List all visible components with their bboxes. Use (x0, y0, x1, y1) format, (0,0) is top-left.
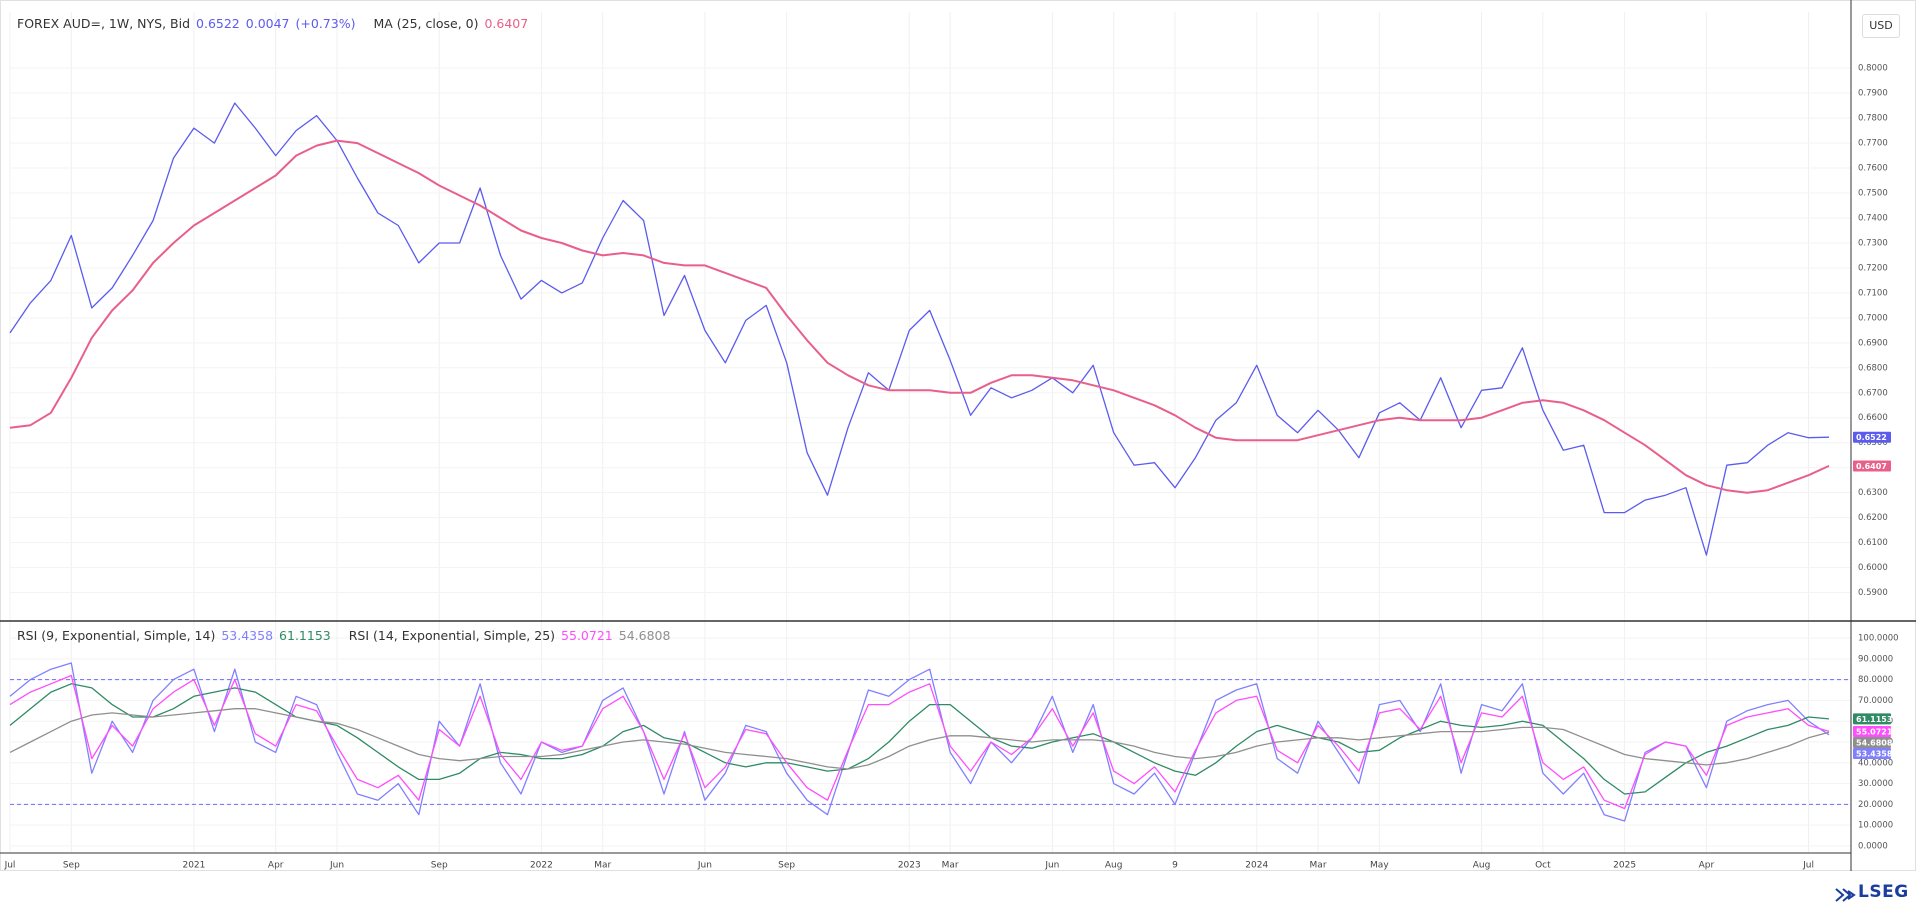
y-tick-label: 0.0000 (1858, 841, 1888, 851)
price-badge-label: 53.4358 (1856, 749, 1893, 758)
series-line (9, 662, 1830, 822)
legend-text: FOREX AUD=, 1W, NYS, Bid (17, 16, 191, 31)
price-badge-label: 0.6407 (1856, 462, 1887, 471)
y-tick-label: 0.7200 (1858, 263, 1888, 273)
price-badge-label: 55.0721 (1856, 727, 1893, 736)
y-tick-label: 0.7000 (1858, 313, 1888, 323)
y-tick-label: 0.7700 (1858, 139, 1888, 149)
legend-text: RSI (14, Exponential, Simple, 25) (348, 628, 556, 643)
legend-text: 54.6808 (618, 628, 671, 643)
legend-text: 61.1153 (279, 628, 331, 643)
y-tick-label: 0.6900 (1858, 338, 1888, 348)
y-tick-label: 0.6600 (1858, 413, 1888, 423)
y-tick-label: 10.0000 (1858, 821, 1893, 831)
currency-button[interactable]: USD (1862, 14, 1900, 38)
price-badge (1853, 460, 1891, 472)
series-line (9, 674, 1830, 810)
x-tick-label: Jun (697, 861, 712, 871)
x-tick-label: Oct (1535, 861, 1551, 871)
rsi-legend: RSI (9, Exponential, Simple, 14) 53.4358 6… (17, 628, 676, 643)
y-tick-label: 0.6700 (1858, 388, 1888, 398)
legend-text: RSI (9, Exponential, Simple, 14) (17, 628, 216, 643)
x-tick-label: May (1370, 861, 1389, 871)
x-tick-label: Sep (431, 861, 448, 871)
x-tick-label: 2025 (1613, 861, 1636, 871)
price-badge (1853, 431, 1891, 443)
x-tick-label: Jul (1802, 861, 1814, 871)
x-tick-label: 2021 (182, 861, 205, 871)
x-tick-label: Jun (329, 861, 344, 871)
x-tick-label: Mar (942, 861, 959, 871)
x-tick-label: Mar (1310, 861, 1327, 871)
x-tick-label: Jun (1044, 861, 1059, 871)
y-tick-label: 0.7500 (1858, 189, 1888, 199)
legend-text: (+0.73%) (295, 16, 356, 31)
x-tick-label: 2023 (898, 861, 921, 871)
y-tick-label: 0.6100 (1858, 538, 1888, 548)
price-badge (1853, 713, 1891, 725)
x-tick-label: 2024 (1245, 861, 1268, 871)
legend-text: MA (25, close, 0) (373, 16, 479, 31)
y-tick-label: 20.0000 (1858, 800, 1893, 810)
x-tick-label: Jul (4, 861, 16, 871)
y-tick-label: 0.7400 (1858, 213, 1888, 223)
series-line (9, 102, 1830, 556)
y-tick-label: 0.7100 (1858, 288, 1888, 298)
legend-text: 0.6522 (196, 16, 240, 31)
x-tick-label: Aug (1473, 861, 1491, 871)
y-tick-label: 100.0000 (1858, 634, 1899, 644)
y-tick-label: 0.6500 (1858, 438, 1888, 448)
y-tick-label: 90.0000 (1858, 654, 1893, 664)
legend-text: 53.4358 (221, 628, 274, 643)
x-tick-label: Apr (268, 861, 284, 871)
brand-logo: LSEG (1858, 882, 1909, 902)
x-tick-label: Aug (1105, 861, 1123, 871)
legend-text: 0.6407 (484, 16, 529, 31)
y-tick-label: 70.0000 (1858, 696, 1893, 706)
brand-icon (1835, 888, 1856, 902)
x-tick-label: 9 (1172, 861, 1178, 871)
legend-text: 55.0721 (561, 628, 613, 643)
y-tick-label: 30.0000 (1858, 779, 1893, 789)
legend-text: 0.0047 (245, 16, 290, 31)
y-tick-label: 0.7600 (1858, 164, 1888, 174)
price-badge (1853, 736, 1891, 748)
y-tick-label: 0.5900 (1858, 588, 1888, 598)
price-badge-label: 54.6808 (1856, 738, 1893, 747)
y-tick-label: 80.0000 (1858, 675, 1893, 685)
y-tick-label: 0.7300 (1858, 238, 1888, 248)
series-line (9, 708, 1830, 770)
price-legend: FOREX AUD=, 1W, NYS, Bid 0.6522 0.0047 (+0.… (17, 16, 534, 31)
y-tick-label: 0.7800 (1858, 114, 1888, 124)
y-tick-label: 0.6000 (1858, 563, 1888, 573)
x-tick-label: Sep (63, 861, 80, 871)
price-badge (1853, 747, 1891, 759)
x-tick-label: 2022 (530, 861, 553, 871)
y-tick-label: 0.8000 (1858, 64, 1888, 74)
price-badge-label: 61.1153 (1856, 715, 1892, 724)
y-tick-label: 0.6800 (1858, 363, 1888, 373)
x-tick-label: Sep (778, 861, 795, 871)
y-tick-label: 0.6200 (1858, 513, 1888, 523)
y-tick-label: 40.0000 (1858, 758, 1893, 768)
x-tick-label: Mar (594, 861, 611, 871)
y-tick-label: 0.7900 (1858, 89, 1888, 99)
y-tick-label: 0.6300 (1858, 488, 1888, 498)
x-tick-label: Apr (1699, 861, 1715, 871)
price-badge-label: 0.6522 (1856, 433, 1887, 442)
price-badge (1853, 725, 1891, 737)
series-line (9, 139, 1830, 494)
